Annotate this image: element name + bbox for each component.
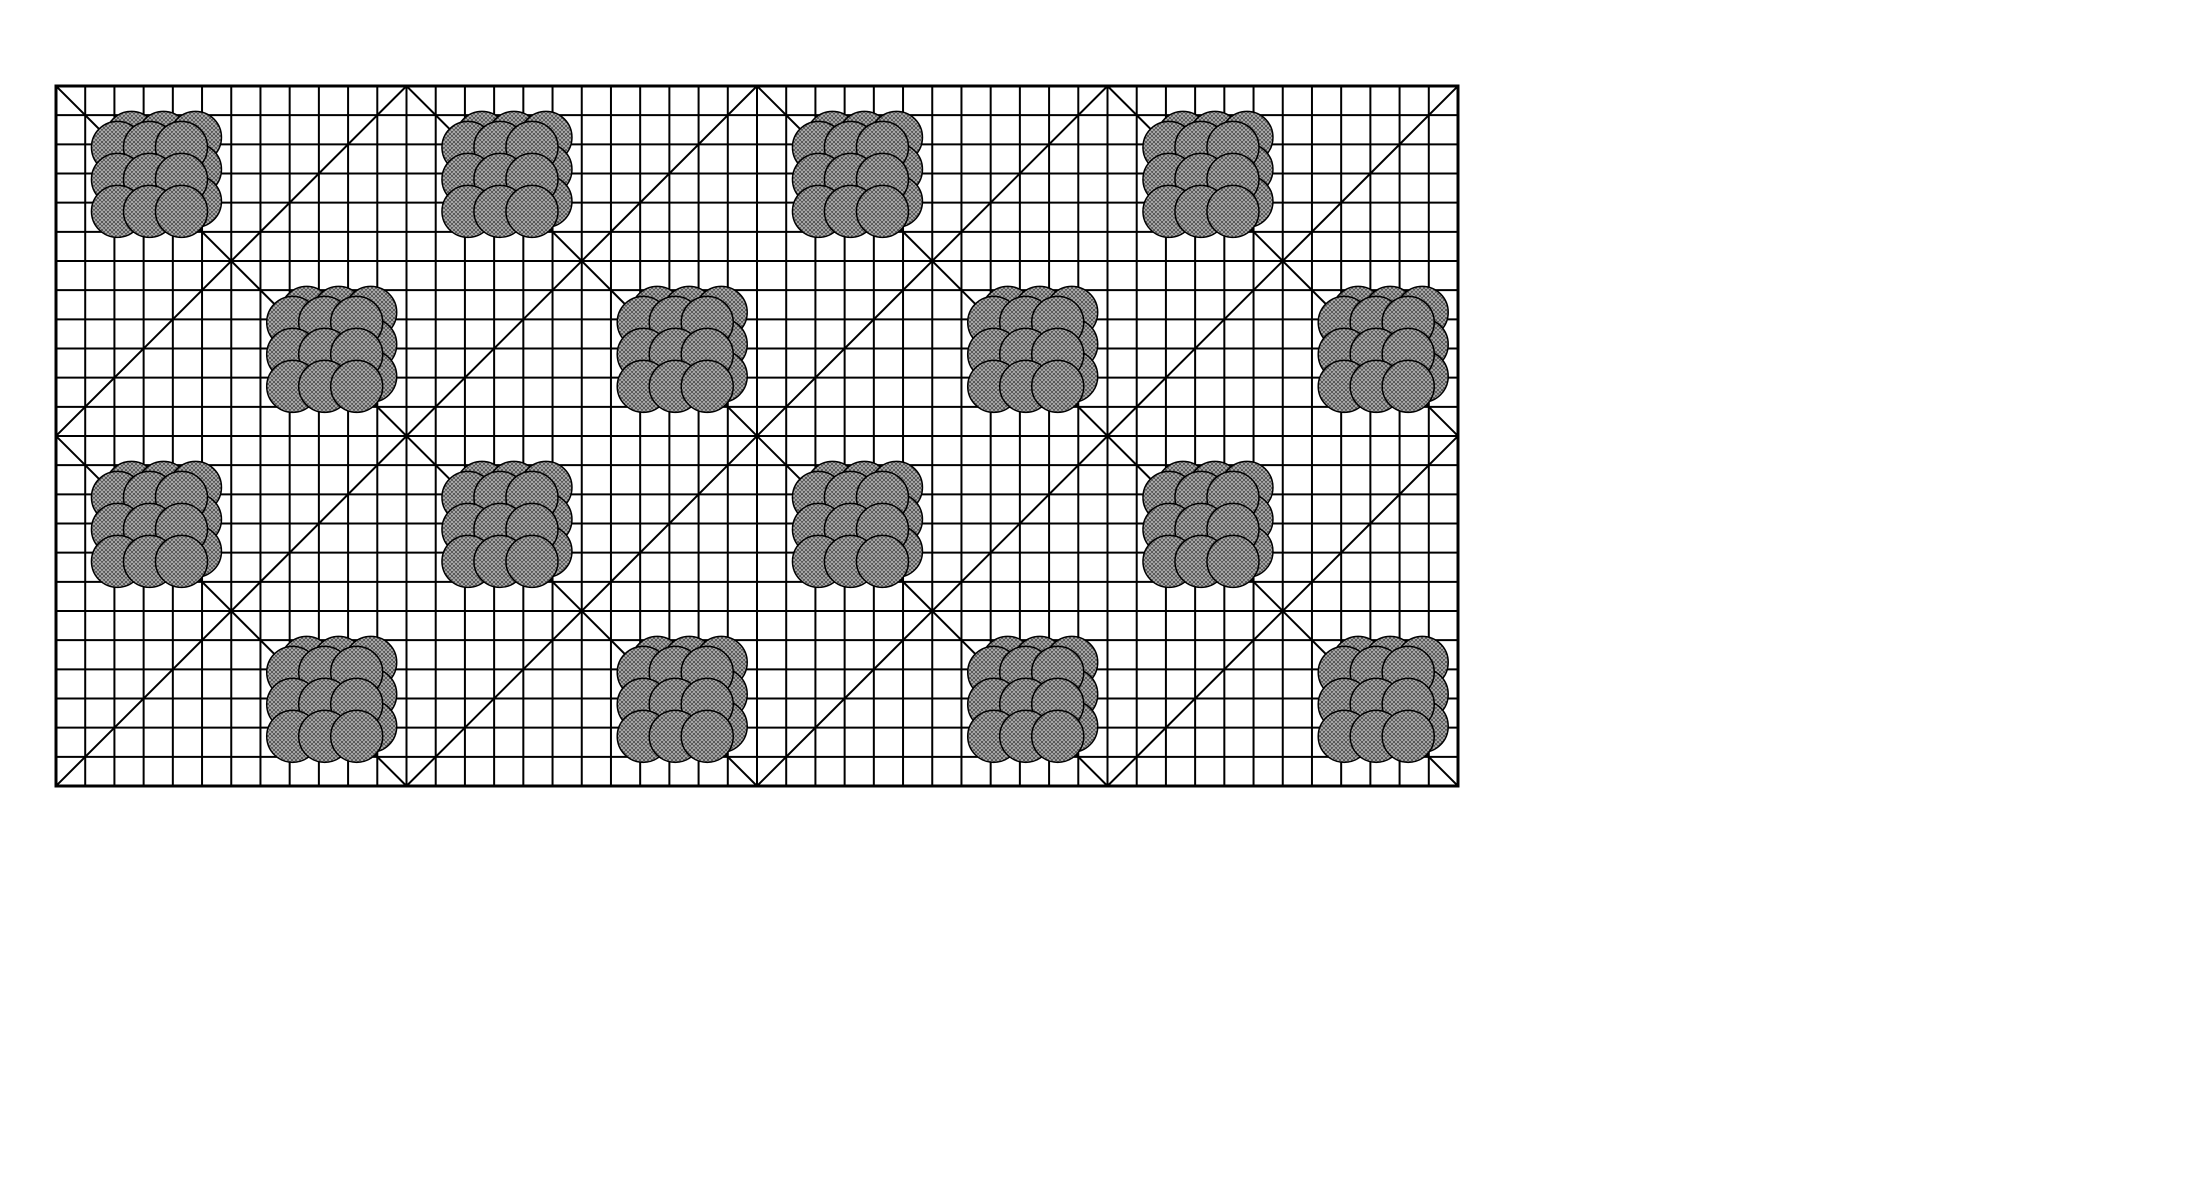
sphere-cluster — [617, 286, 747, 412]
sphere-cluster — [1318, 636, 1448, 762]
sphere — [681, 360, 733, 412]
sphere — [506, 535, 558, 587]
sphere-cluster — [442, 461, 572, 587]
sphere — [856, 535, 908, 587]
sphere — [506, 185, 558, 237]
diagonal-nw — [0, 86, 56, 786]
sphere — [1207, 185, 1259, 237]
sphere-cluster — [792, 111, 922, 237]
diagonal-ne — [1809, 86, 2203, 786]
sphere-cluster — [91, 461, 221, 587]
sphere — [1032, 360, 1084, 412]
sphere-cluster — [1318, 286, 1448, 412]
sphere — [1382, 360, 1434, 412]
sphere — [155, 535, 207, 587]
diagram-canvas — [0, 0, 2203, 1191]
sphere — [155, 185, 207, 237]
sphere-cluster — [968, 636, 1098, 762]
sphere-cluster — [1143, 461, 1273, 587]
sphere-cluster — [1143, 111, 1273, 237]
sphere-cluster — [968, 286, 1098, 412]
diagonal-ne — [0, 86, 56, 786]
sphere — [681, 710, 733, 762]
diagonal-ne — [1458, 86, 2159, 786]
sphere — [331, 360, 383, 412]
sphere-cluster — [91, 111, 221, 237]
sphere — [331, 710, 383, 762]
diagonal-ne — [2159, 86, 2203, 786]
sphere — [1382, 710, 1434, 762]
sphere-cluster — [792, 461, 922, 587]
sphere-cluster — [442, 111, 572, 237]
sphere — [1032, 710, 1084, 762]
sphere — [856, 185, 908, 237]
sphere-cluster — [267, 286, 397, 412]
diagonal-nw — [1458, 86, 2159, 786]
sphere-cluster — [617, 636, 747, 762]
sphere — [1207, 535, 1259, 587]
sphere-cluster — [267, 636, 397, 762]
